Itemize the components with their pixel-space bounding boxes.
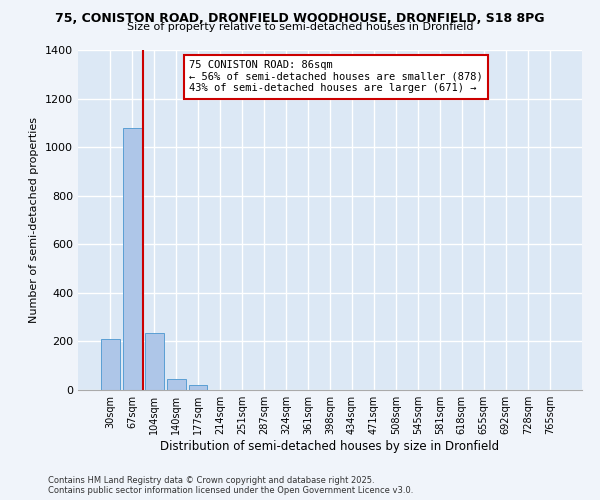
Bar (167, 379, 185, 390)
Text: 75 CONISTON ROAD: 86sqm
← 56% of semi-detached houses are smaller (878)
43% of s: 75 CONISTON ROAD: 86sqm ← 56% of semi-de… (189, 60, 482, 94)
Bar (189, 385, 208, 390)
Bar (145, 333, 164, 390)
Bar (123, 128, 142, 390)
X-axis label: Distribution of semi-detached houses by size in Dronfield: Distribution of semi-detached houses by … (160, 440, 500, 453)
Text: 75, CONISTON ROAD, DRONFIELD WOODHOUSE, DRONFIELD, S18 8PG: 75, CONISTON ROAD, DRONFIELD WOODHOUSE, … (55, 12, 545, 26)
Bar (101, 339, 119, 390)
Text: Contains HM Land Registry data © Crown copyright and database right 2025.
Contai: Contains HM Land Registry data © Crown c… (48, 476, 413, 495)
Y-axis label: Number of semi-detached properties: Number of semi-detached properties (29, 117, 40, 323)
Text: Size of property relative to semi-detached houses in Dronfield: Size of property relative to semi-detach… (127, 22, 473, 32)
